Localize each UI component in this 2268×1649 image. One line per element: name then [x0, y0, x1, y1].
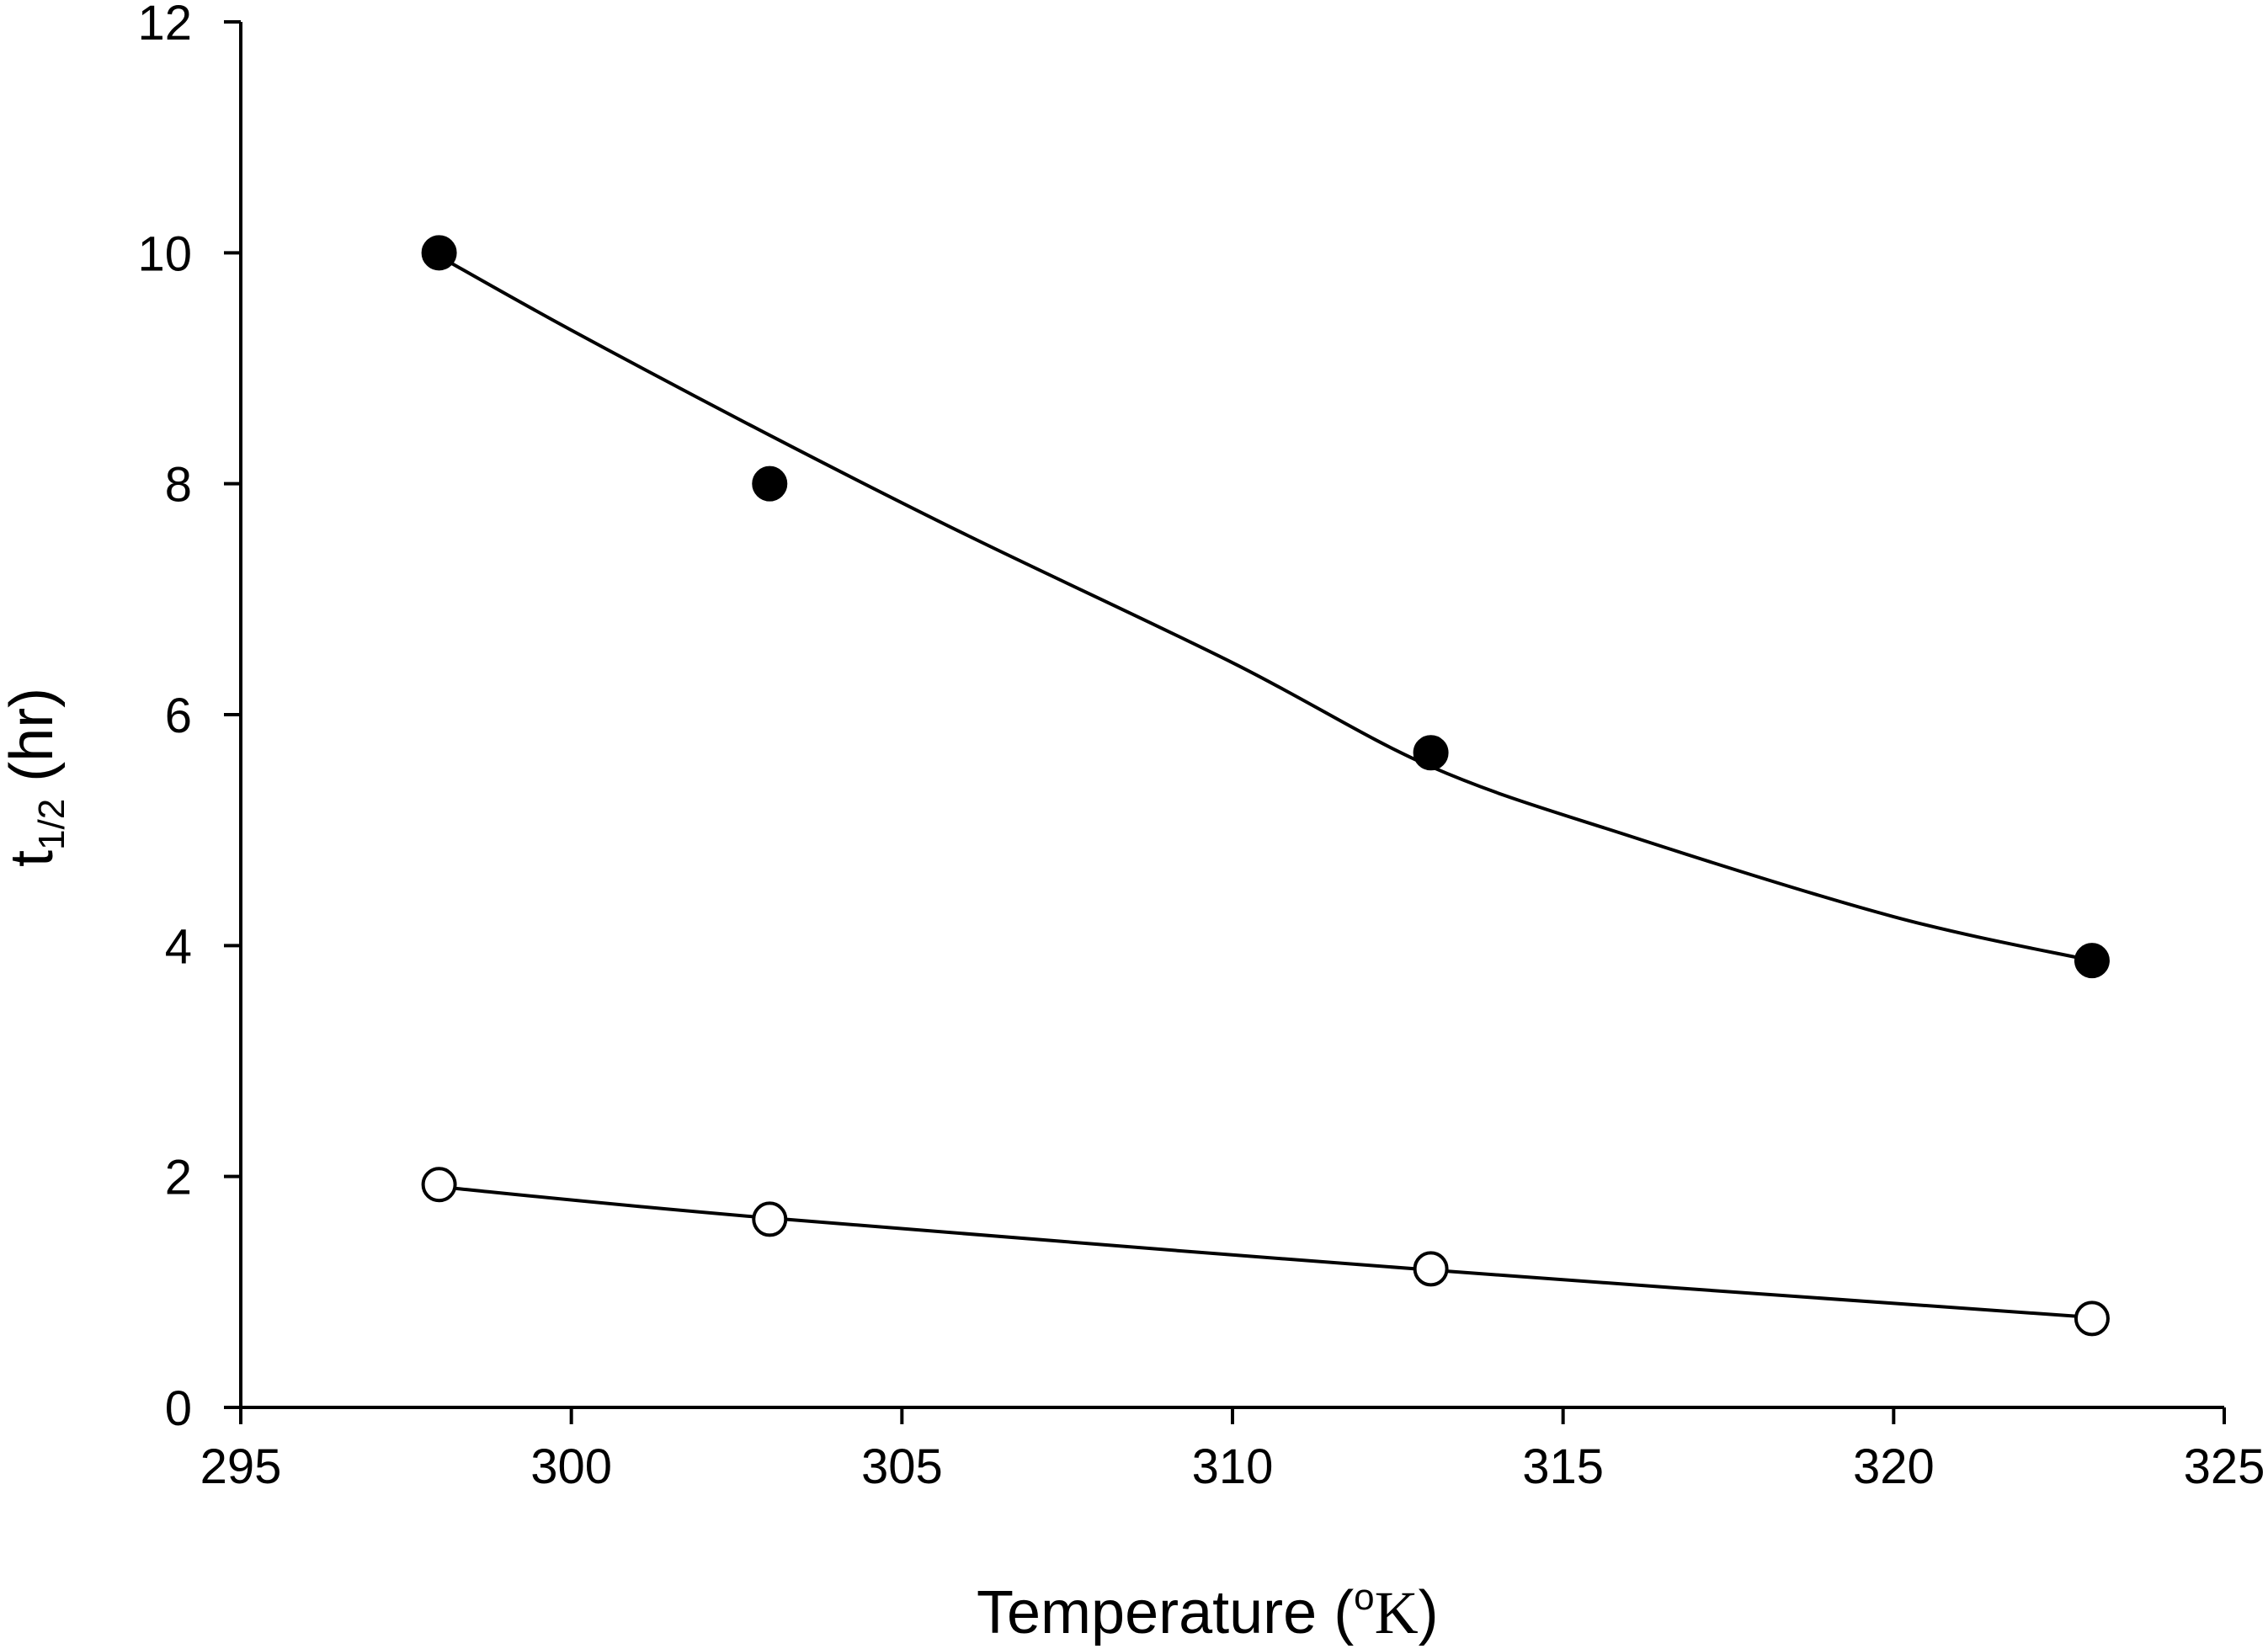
open-data-point	[752, 1201, 788, 1237]
x-tick-label: 315	[1522, 1439, 1604, 1494]
y-tick-label: 6	[165, 689, 192, 743]
filled-data-point	[2074, 943, 2110, 979]
x-axis-title-prefix: Temperature (	[977, 1579, 1354, 1646]
open-data-point	[421, 1167, 457, 1203]
fit-curve-series-1	[438, 254, 2093, 963]
y-tick-label: 2	[165, 1151, 192, 1205]
y-axis-title-suffix: (hr)	[0, 688, 66, 799]
open-data-point	[1413, 1251, 1449, 1287]
filled-data-point	[752, 465, 788, 502]
data-points	[421, 235, 2110, 1337]
x-axis-title-superscript: o	[1354, 1577, 1374, 1618]
x-tick-label: 305	[861, 1439, 943, 1494]
y-tick-label: 0	[165, 1381, 192, 1436]
y-axis-title-subscript: 1/2	[31, 799, 72, 850]
filled-data-point	[1413, 735, 1449, 771]
y-tick-label: 8	[165, 458, 192, 513]
filled-data-point	[421, 235, 457, 271]
x-axis-title-suffix: )	[1419, 1579, 1439, 1646]
axes: 295 300 305 310 315 320 325 0 2 4 6 8 10 12	[137, 0, 2265, 1494]
y-axis-title: t1/2 (hr)	[0, 688, 72, 867]
x-tick-label: 295	[200, 1439, 282, 1494]
x-axis-title: Temperature (oK)	[977, 1577, 1439, 1646]
y-tick-label: 12	[137, 0, 192, 51]
x-tick-label: 320	[1853, 1439, 1935, 1494]
x-axis-title-unit: K	[1375, 1579, 1419, 1646]
fit-curves	[438, 254, 2093, 1320]
x-tick-label: 310	[1192, 1439, 1274, 1494]
y-tick-label: 4	[165, 919, 192, 974]
fit-curve-series-2	[439, 1185, 2093, 1320]
x-tick-label: 325	[2184, 1439, 2265, 1494]
x-tick-label: 300	[530, 1439, 612, 1494]
y-tick-label: 10	[137, 226, 192, 281]
y-axis-title-main: t	[0, 850, 66, 867]
open-data-point	[2074, 1301, 2110, 1337]
